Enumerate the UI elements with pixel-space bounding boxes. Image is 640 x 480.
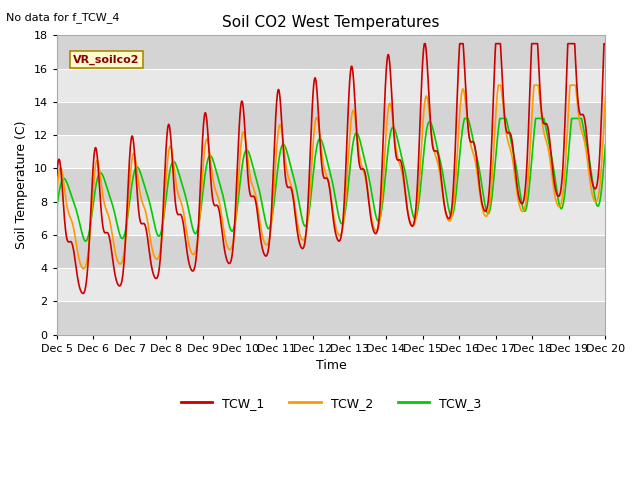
- TCW_1: [148, 266, 156, 272]
- Line: TCW_1: TCW_1: [57, 44, 605, 293]
- Line: TCW_3: TCW_3: [57, 119, 605, 241]
- TCW_3: [602, 142, 609, 147]
- TCW_1: [287, 185, 295, 191]
- TCW_1: [79, 290, 86, 296]
- Bar: [57, 168, 605, 202]
- TCW_3: [591, 195, 599, 201]
- TCW_3: [116, 231, 124, 237]
- Legend: TCW_1, TCW_2, TCW_3: TCW_1, TCW_2, TCW_3: [176, 392, 486, 415]
- TCW_3: [53, 205, 61, 211]
- TCW_3: [82, 238, 90, 244]
- TCW_2: [264, 241, 271, 247]
- TCW_2: [116, 261, 124, 266]
- TCW_1: [53, 173, 61, 179]
- X-axis label: Time: Time: [316, 359, 346, 372]
- TCW_1: [591, 186, 599, 192]
- TCW_2: [53, 192, 61, 197]
- Text: No data for f_TCW_4: No data for f_TCW_4: [6, 12, 120, 23]
- Text: VR_soilco2: VR_soilco2: [73, 54, 140, 64]
- Y-axis label: Soil Temperature (C): Soil Temperature (C): [15, 120, 28, 249]
- TCW_2: [148, 245, 156, 251]
- Bar: [57, 268, 605, 301]
- Bar: [57, 235, 605, 268]
- TCW_3: [264, 224, 271, 230]
- Bar: [57, 69, 605, 102]
- TCW_1: [602, 41, 609, 47]
- TCW_3: [287, 165, 295, 170]
- TCW_2: [602, 94, 609, 99]
- Bar: [57, 36, 605, 69]
- TCW_1: [532, 41, 540, 47]
- Bar: [57, 202, 605, 235]
- TCW_2: [495, 82, 502, 88]
- TCW_1: [420, 41, 428, 47]
- Line: TCW_2: TCW_2: [57, 85, 605, 269]
- TCW_3: [461, 116, 468, 121]
- Bar: [57, 135, 605, 168]
- TCW_2: [532, 82, 540, 88]
- TCW_3: [148, 210, 156, 216]
- Bar: [57, 102, 605, 135]
- TCW_2: [287, 182, 295, 188]
- Title: Soil CO2 West Temperatures: Soil CO2 West Temperatures: [222, 15, 440, 30]
- TCW_1: [264, 252, 271, 257]
- TCW_3: [532, 116, 540, 121]
- Bar: [57, 301, 605, 335]
- TCW_2: [80, 266, 88, 272]
- TCW_2: [591, 199, 599, 204]
- TCW_1: [116, 283, 124, 289]
